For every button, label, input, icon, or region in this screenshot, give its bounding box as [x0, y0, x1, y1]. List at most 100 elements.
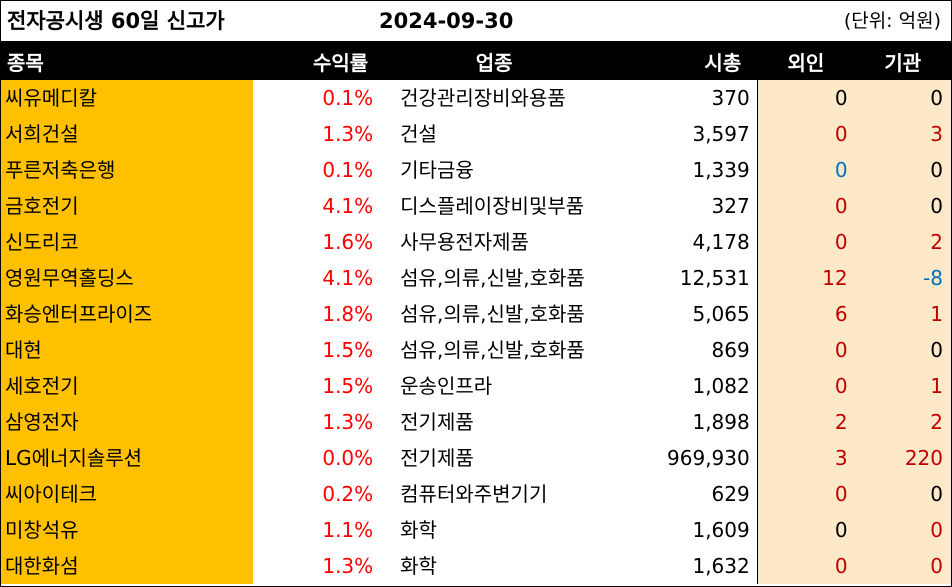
cell-market-cap: 1,898: [608, 404, 758, 440]
table-row: 대한화섬 1.3% 화학 1,632 0 0: [1, 548, 951, 584]
cell-stock-name: LG에너지솔루션: [1, 440, 253, 476]
cell-institution-flow: 0: [854, 476, 951, 512]
cell-institution-flow: 3: [854, 116, 951, 152]
cell-return: 1.3%: [322, 122, 374, 146]
cell-market-cap: 1,082: [608, 368, 758, 404]
cell-foreign-flow: 12: [757, 260, 855, 296]
cell-industry: 섬유,의류,신발,호화품: [400, 266, 585, 290]
cell-return: 1.5%: [322, 374, 374, 398]
cell-foreign-flow: 0: [757, 152, 855, 188]
cell-return: 1.3%: [322, 554, 374, 578]
table-row: 금호전기 4.1% 디스플레이장비및부품 327 0 0: [1, 188, 951, 224]
sheet-title: 전자공시생 60일 신고가: [7, 9, 225, 33]
cell-industry: 화학: [400, 518, 437, 542]
cell-industry: 섬유,의류,신발,호화품: [400, 338, 585, 362]
cell-institution-flow: 1: [854, 296, 951, 332]
cell-market-cap: 327: [608, 188, 758, 224]
cell-institution-flow: 220: [854, 440, 951, 476]
cell-foreign-flow: 2: [757, 404, 855, 440]
cell-foreign-flow: 0: [757, 116, 855, 152]
cell-foreign-flow: 3: [757, 440, 855, 476]
cell-institution-flow: 0: [854, 188, 951, 224]
cell-foreign-flow: 0: [757, 368, 855, 404]
table-row: LG에너지솔루션 0.0% 전기제품 969,930 3 220: [1, 440, 951, 476]
cell-industry: 화학: [400, 554, 437, 578]
header-stock: 종목: [1, 42, 253, 80]
table-row: 삼영전자 1.3% 전기제품 1,898 2 2: [1, 404, 951, 440]
stock-table: 종목 수익률 업종 시총 외인 기관 씨유메디칼 0.1% 건강관리장비와용품 370…: [1, 42, 951, 584]
cell-industry: 기타금융: [400, 158, 474, 182]
cell-foreign-flow: 0: [757, 188, 855, 224]
cell-industry: 디스플레이장비및부품: [400, 194, 585, 218]
cell-foreign-flow: 0: [757, 224, 855, 260]
unit-label: (단위: 억원): [843, 10, 941, 32]
cell-stock-name: 대현: [1, 332, 253, 368]
cell-industry: 사무용전자제품: [400, 230, 529, 254]
cell-market-cap: 4,178: [608, 224, 758, 260]
cell-stock-name: 화승엔터프라이즈: [1, 296, 253, 332]
cell-industry: 컴퓨터와주변기기: [400, 482, 548, 506]
cell-institution-flow: -8: [854, 260, 951, 296]
cell-stock-name: 미창석유: [1, 512, 253, 548]
cell-industry: 건설: [400, 122, 437, 146]
cell-return: 4.1%: [322, 266, 374, 290]
header-market-cap: 시총: [608, 42, 758, 80]
header-return: 수익률: [252, 42, 381, 80]
cell-industry: 전기제품: [400, 410, 474, 434]
cell-institution-flow: 0: [854, 512, 951, 548]
cell-foreign-flow: 0: [757, 332, 855, 368]
cell-return: 1.8%: [322, 302, 374, 326]
header-institution: 기관: [854, 42, 951, 80]
cell-foreign-flow: 6: [757, 296, 855, 332]
table-row: 서희건설 1.3% 건설 3,597 0 3: [1, 116, 951, 152]
cell-return: 1.1%: [322, 518, 374, 542]
header-industry: 업종: [380, 42, 609, 80]
cell-stock-name: 영원무역홀딩스: [1, 260, 253, 296]
cell-market-cap: 629: [608, 476, 758, 512]
cell-industry: 섬유,의류,신발,호화품: [400, 302, 585, 326]
table-row: 세호전기 1.5% 운송인프라 1,082 0 1: [1, 368, 951, 404]
cell-institution-flow: 1: [854, 368, 951, 404]
cell-return: 1.6%: [322, 230, 374, 254]
cell-institution-flow: 2: [854, 404, 951, 440]
cell-foreign-flow: 0: [757, 476, 855, 512]
cell-institution-flow: 0: [854, 548, 951, 584]
report-date: 2024-09-30: [379, 9, 514, 33]
cell-stock-name: 세호전기: [1, 368, 253, 404]
cell-return: 0.1%: [322, 158, 374, 182]
cell-market-cap: 869: [608, 332, 758, 368]
table-row: 푸른저축은행 0.1% 기타금융 1,339 0 0: [1, 152, 951, 188]
cell-return: 1.3%: [322, 410, 374, 434]
table-row: 미창석유 1.1% 화학 1,609 0 0: [1, 512, 951, 548]
cell-institution-flow: 0: [854, 332, 951, 368]
cell-stock-name: 대한화섬: [1, 548, 253, 584]
cell-market-cap: 12,531: [608, 260, 758, 296]
cell-foreign-flow: 0: [757, 80, 855, 116]
cell-return: 1.5%: [322, 338, 374, 362]
cell-market-cap: 969,930: [608, 440, 758, 476]
cell-institution-flow: 2: [854, 224, 951, 260]
cell-stock-name: 푸른저축은행: [1, 152, 253, 188]
header-row: 종목 수익률 업종 시총 외인 기관: [1, 42, 951, 80]
cell-return: 0.0%: [322, 446, 374, 470]
table-body: 씨유메디칼 0.1% 건강관리장비와용품 370 0 0 서희건설 1.3% 건설 3,597 0 3…: [1, 80, 951, 584]
cell-return: 4.1%: [322, 194, 374, 218]
table-row: 화승엔터프라이즈 1.8% 섬유,의류,신발,호화품 5,065 6 1: [1, 296, 951, 332]
cell-market-cap: 1,632: [608, 548, 758, 584]
cell-foreign-flow: 0: [757, 548, 855, 584]
cell-institution-flow: 0: [854, 152, 951, 188]
cell-industry: 운송인프라: [400, 374, 493, 398]
cell-market-cap: 5,065: [608, 296, 758, 332]
cell-stock-name: 씨아이테크: [1, 476, 253, 512]
cell-return: 0.2%: [322, 482, 374, 506]
cell-stock-name: 씨유메디칼: [1, 80, 253, 116]
cell-foreign-flow: 0: [757, 512, 855, 548]
table-row: 씨유메디칼 0.1% 건강관리장비와용품 370 0 0: [1, 80, 951, 116]
cell-market-cap: 1,339: [608, 152, 758, 188]
cell-industry: 건강관리장비와용품: [400, 86, 566, 110]
header-foreign: 외인: [757, 42, 855, 80]
cell-institution-flow: 0: [854, 80, 951, 116]
table-row: 대현 1.5% 섬유,의류,신발,호화품 869 0 0: [1, 332, 951, 368]
table-row: 영원무역홀딩스 4.1% 섬유,의류,신발,호화품 12,531 12 -8: [1, 260, 951, 296]
